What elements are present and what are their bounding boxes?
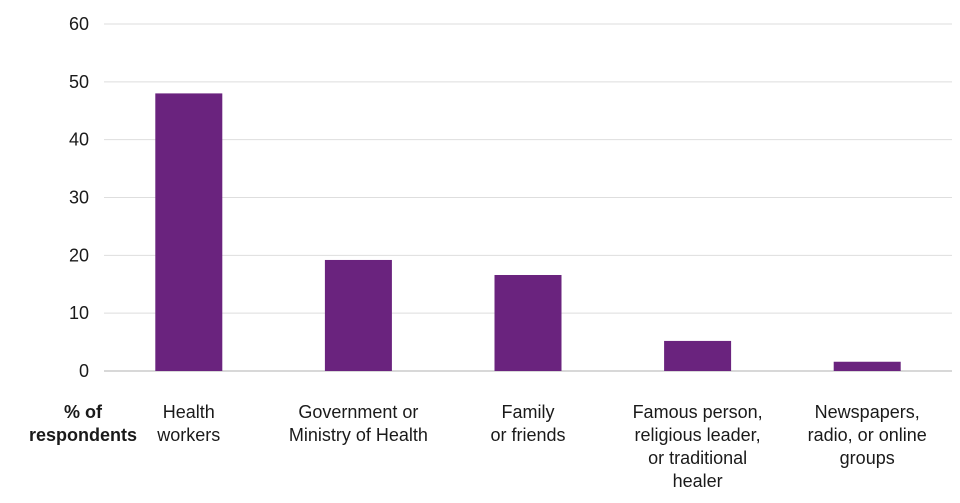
y-tick-label: 60 [69, 14, 89, 34]
y-axis-label-line: respondents [29, 425, 137, 445]
x-tick-label-line: Famous person, [633, 402, 763, 422]
y-tick-label: 40 [69, 130, 89, 150]
bar [155, 93, 223, 372]
bar [494, 274, 562, 371]
y-axis-label-line: % of [64, 402, 103, 422]
x-tick-label-line: radio, or online [808, 425, 927, 445]
bar [833, 361, 901, 371]
y-axis-label: % of respondents [29, 402, 137, 445]
x-tick-label-line: Health [163, 402, 215, 422]
gridlines [104, 23, 952, 372]
y-tick-label: 10 [69, 303, 89, 323]
x-tick-label-line: Newspapers, [815, 402, 920, 422]
x-tick-label-line: healer [673, 471, 723, 491]
bar [664, 340, 732, 371]
y-tick-label: 20 [69, 245, 89, 265]
x-tick-label-line: religious leader, [635, 425, 761, 445]
y-tick-label: 30 [69, 188, 89, 208]
x-tick-label-line: Family [502, 402, 555, 422]
x-tick-label: Government or Ministry of Health [289, 402, 428, 445]
category-labels: Health workers Government or Ministry of He… [156, 402, 926, 491]
x-tick-label: Newspapers, radio, or online groups [808, 402, 927, 468]
y-tick-label: 0 [79, 361, 89, 381]
x-tick-label-line: Government or [298, 402, 418, 422]
x-tick-label-line: or friends [490, 425, 565, 445]
x-tick-label: Famous person, religious leader, or tradit… [633, 402, 763, 491]
x-tick-label-line: or traditional [648, 448, 747, 468]
x-tick-label: Health workers [156, 402, 220, 445]
y-tick-label: 50 [69, 72, 89, 92]
x-tick-label: Family or friends [490, 402, 565, 445]
y-tick-labels: 0 10 20 30 40 50 60 [69, 14, 89, 381]
x-tick-label-line: groups [840, 448, 895, 468]
x-tick-label-line: workers [156, 425, 220, 445]
bars [155, 93, 901, 372]
bar [324, 259, 392, 371]
x-tick-label-line: Ministry of Health [289, 425, 428, 445]
